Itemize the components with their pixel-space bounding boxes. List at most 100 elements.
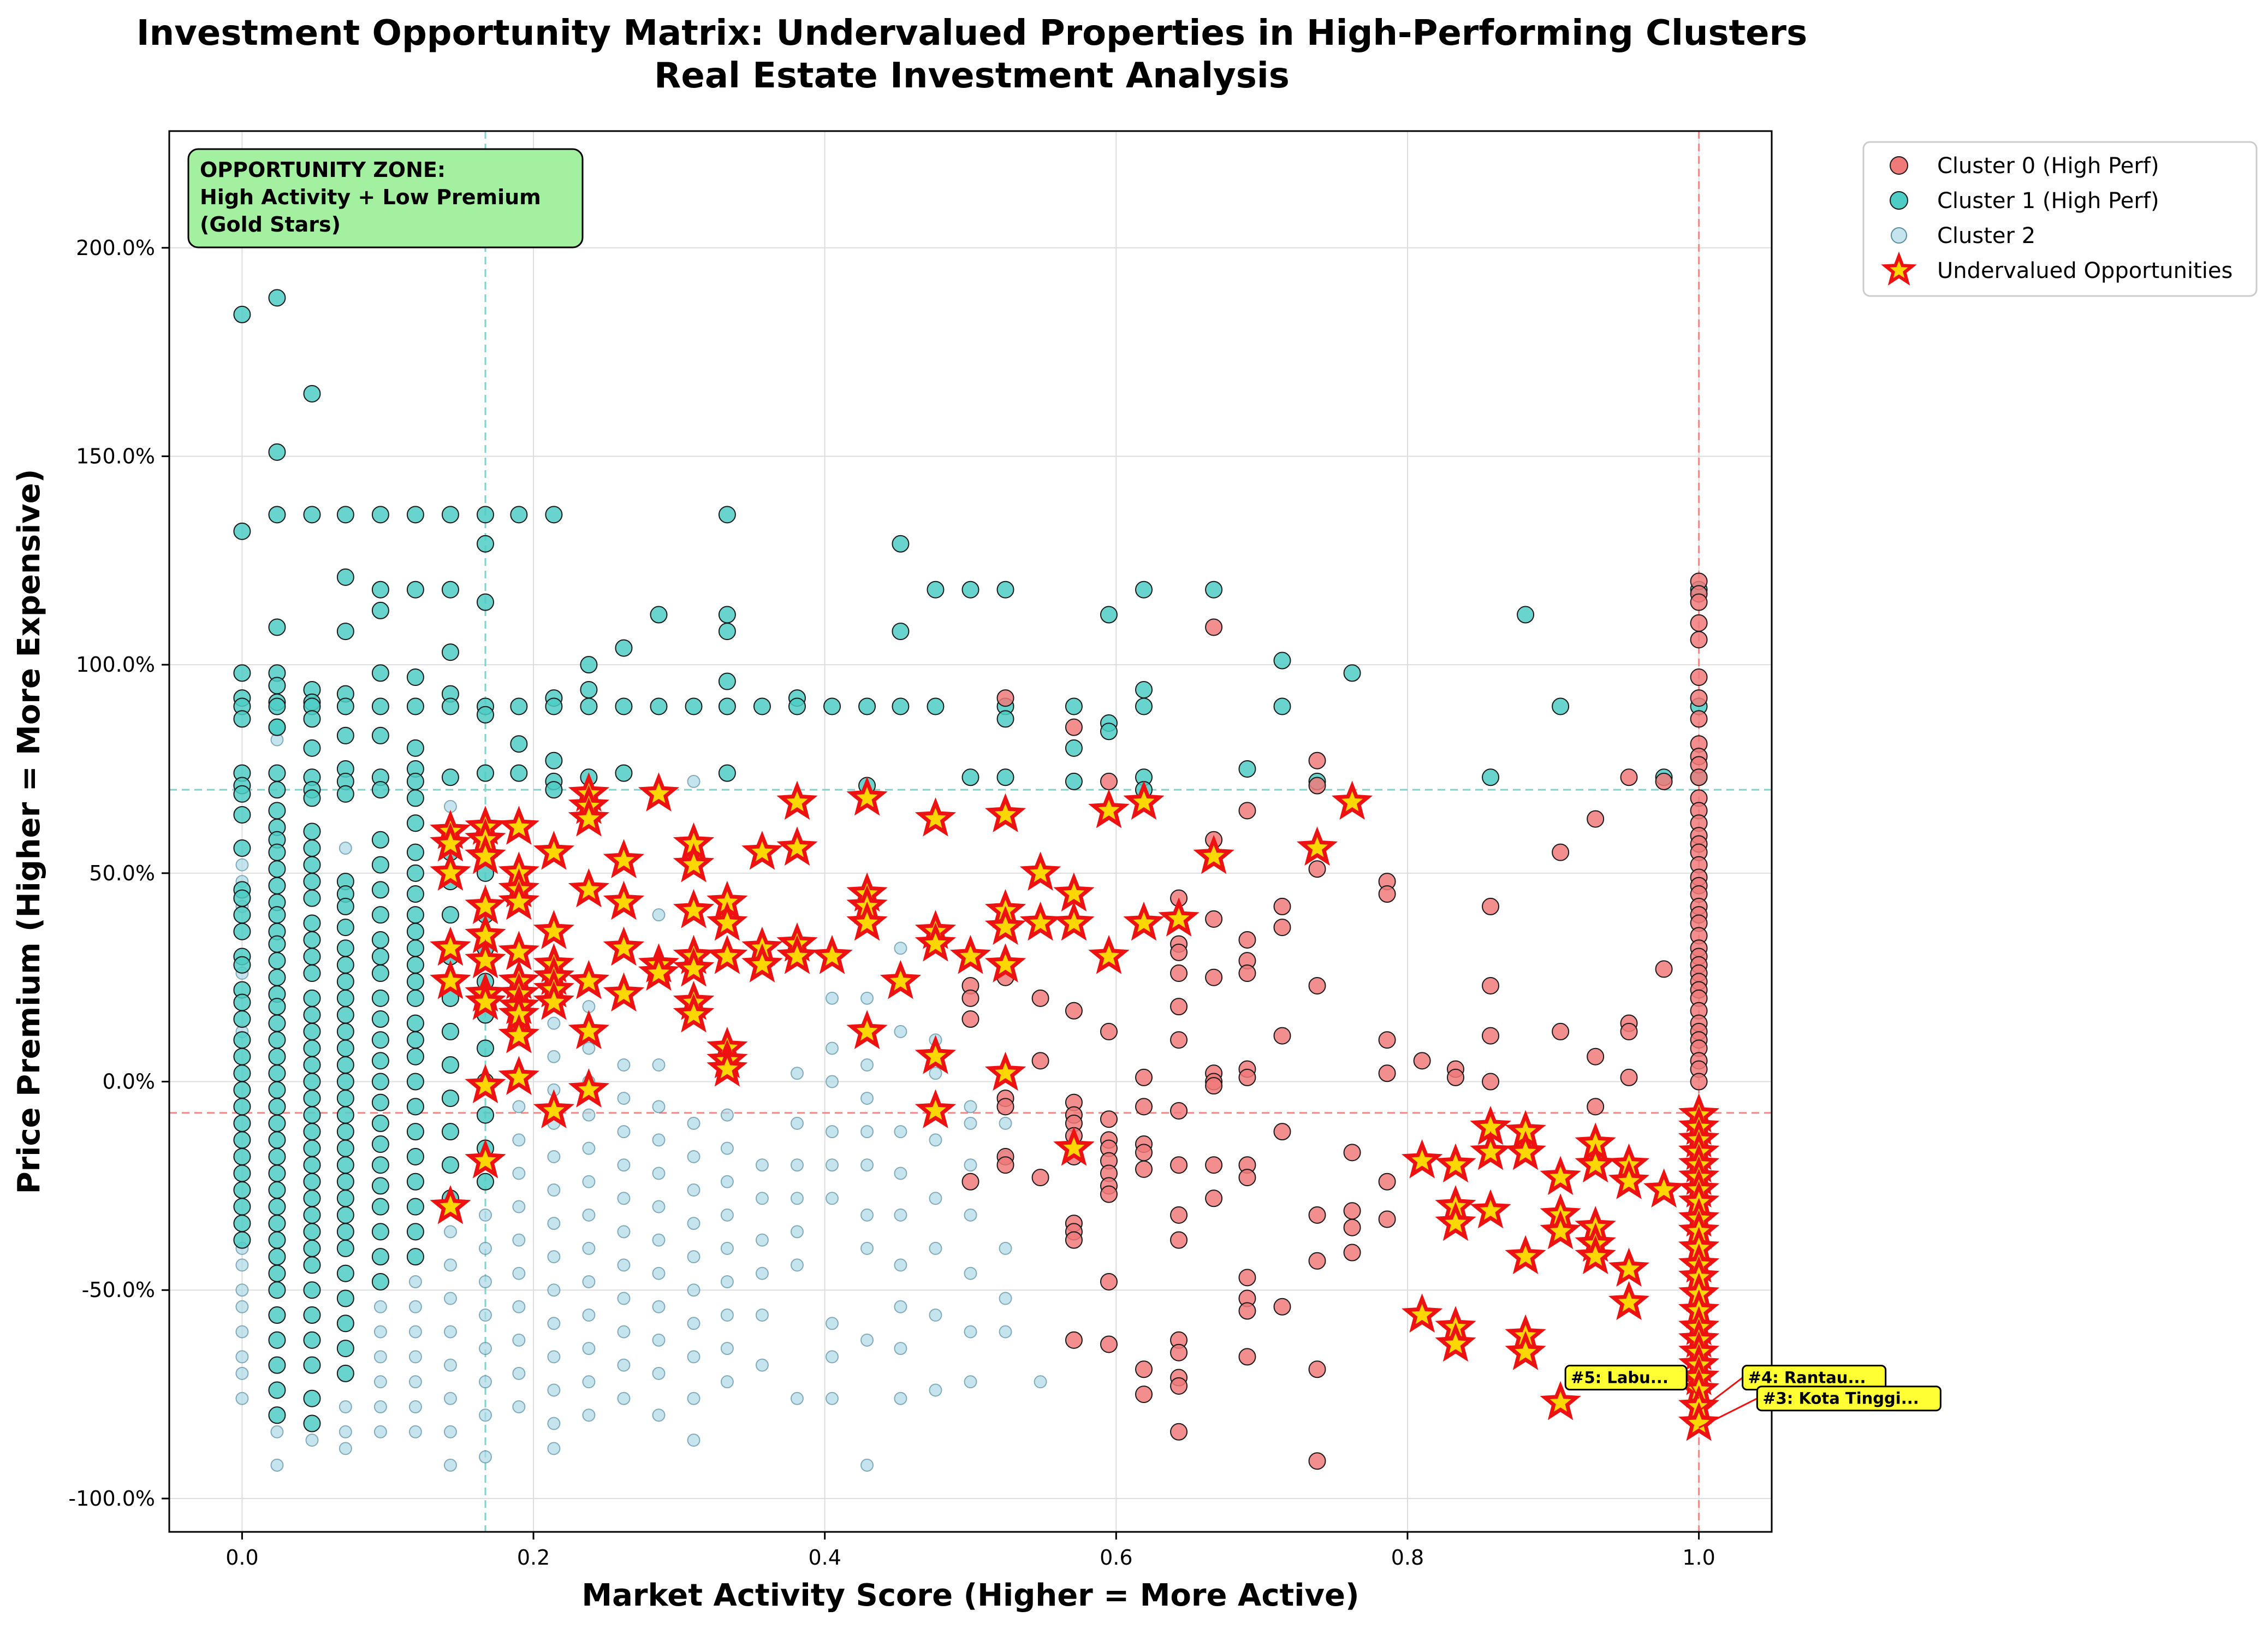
cluster-1-point bbox=[268, 1114, 286, 1132]
cluster-0-point bbox=[1308, 1452, 1326, 1470]
cluster-1-point bbox=[336, 1289, 354, 1307]
cluster-2-point bbox=[720, 1208, 734, 1222]
opportunity-star-point bbox=[776, 826, 818, 866]
cluster-0-point bbox=[1413, 1052, 1431, 1070]
cluster-1-point bbox=[303, 1006, 321, 1024]
cluster-2-point bbox=[339, 1425, 352, 1438]
cluster-0-point bbox=[1238, 1348, 1256, 1366]
cluster-1-point bbox=[371, 964, 389, 982]
cluster-1-point bbox=[1517, 606, 1535, 624]
cluster-1-point bbox=[371, 1073, 389, 1091]
opportunity-star-point bbox=[1505, 1331, 1546, 1370]
opportunity-star-point bbox=[1193, 834, 1234, 874]
plot-area-points bbox=[233, 289, 1720, 1472]
cluster-1-point bbox=[268, 1215, 286, 1233]
cluster-2-point bbox=[235, 1392, 249, 1405]
cluster-1-point bbox=[1135, 697, 1153, 715]
opportunity-star-point bbox=[1019, 901, 1061, 941]
cluster-1-point bbox=[476, 1039, 494, 1057]
cluster-1-point bbox=[788, 697, 806, 715]
cluster-1-point bbox=[406, 739, 424, 757]
cluster-0-point bbox=[1482, 897, 1500, 915]
cluster-1-point bbox=[476, 706, 494, 724]
cluster-1-point bbox=[406, 789, 424, 807]
cluster-1-point bbox=[927, 581, 945, 599]
cluster-2-point bbox=[617, 1125, 631, 1139]
cluster-1-point bbox=[233, 1114, 251, 1132]
cluster-1-point bbox=[336, 1223, 354, 1241]
cluster-1-point bbox=[371, 781, 389, 799]
cluster-1-point bbox=[336, 897, 354, 915]
cluster-1-point bbox=[268, 1081, 286, 1099]
cluster-1-point bbox=[233, 785, 251, 803]
opportunity-star-point bbox=[430, 926, 471, 966]
cluster-1-point bbox=[303, 948, 321, 966]
cluster-2-point bbox=[617, 1292, 631, 1305]
opportunity-star-point bbox=[1575, 1143, 1616, 1183]
cluster-2-point bbox=[547, 1317, 561, 1330]
legend[interactable]: Cluster 0 (High Perf) Cluster 1 (High Per… bbox=[1862, 141, 2258, 297]
series-2 bbox=[235, 733, 1047, 1472]
cluster-1-point bbox=[371, 1093, 389, 1111]
cluster-1-point bbox=[303, 1223, 321, 1241]
annotation-box bbox=[1564, 1365, 1688, 1391]
cluster-0-point bbox=[961, 1010, 979, 1028]
cluster-1-point bbox=[406, 814, 424, 832]
cluster-1-point bbox=[441, 1156, 459, 1174]
annotation-label: #4: Rantau... bbox=[1748, 1369, 1866, 1387]
cluster-1-point bbox=[233, 1131, 251, 1149]
cluster-1-point bbox=[233, 1198, 251, 1216]
cluster-1-point bbox=[336, 1189, 354, 1207]
cluster-2-point bbox=[408, 1300, 422, 1313]
opportunity-star-point bbox=[1158, 897, 1200, 937]
cluster-1-point bbox=[650, 606, 668, 624]
cluster-1-point bbox=[510, 697, 528, 715]
cluster-1-point bbox=[303, 1189, 321, 1207]
cluster-1-point bbox=[371, 1177, 389, 1195]
cluster-1-point bbox=[268, 1381, 286, 1399]
cluster-1-point bbox=[303, 914, 321, 932]
cluster-2-point bbox=[617, 1225, 631, 1239]
y-tick-label: 150.0% bbox=[76, 444, 155, 468]
annotation-arrow bbox=[1698, 1377, 1743, 1412]
cluster-1-point bbox=[441, 1022, 459, 1040]
cluster-1-point bbox=[233, 922, 251, 940]
opportunity-star-point bbox=[1608, 1160, 1650, 1199]
cluster-1-point bbox=[303, 384, 321, 402]
cluster-2-point bbox=[999, 1325, 1012, 1339]
cluster-1-point bbox=[996, 710, 1014, 728]
cluster-1-point bbox=[371, 1248, 389, 1266]
cluster-1-point bbox=[510, 506, 528, 524]
opportunity-star-point bbox=[568, 868, 610, 908]
cluster-2-point bbox=[512, 1100, 526, 1114]
cluster-2-point bbox=[478, 1342, 492, 1355]
cluster-2-point bbox=[652, 1167, 666, 1180]
cluster-1-point bbox=[336, 568, 354, 586]
cluster-1-point bbox=[268, 1147, 286, 1165]
cluster-2-point bbox=[652, 1333, 666, 1347]
cluster-1-point bbox=[268, 1231, 286, 1249]
cluster-2-point bbox=[687, 1250, 700, 1264]
opportunity-zone-box-frame bbox=[187, 148, 584, 248]
cluster-1-point bbox=[1065, 772, 1083, 790]
opportunity-star-point bbox=[498, 931, 540, 970]
annotation-box bbox=[1756, 1386, 1942, 1412]
series-1 bbox=[233, 289, 1708, 1432]
cluster-2-point bbox=[582, 1309, 596, 1322]
opportunity-star-point bbox=[1540, 1381, 1581, 1420]
cluster-2-point bbox=[790, 1392, 804, 1405]
cluster-2-point bbox=[617, 1258, 631, 1272]
opportunity-star-point bbox=[638, 951, 680, 991]
cluster-0-point bbox=[1205, 618, 1223, 636]
cluster-2-point bbox=[373, 1425, 387, 1438]
cluster-2-point bbox=[687, 1350, 700, 1364]
legend-label: Cluster 1 (High Perf) bbox=[1937, 188, 2159, 214]
cluster-2-point bbox=[652, 908, 666, 922]
opportunity-star-point bbox=[533, 910, 575, 949]
opportunity-star-point bbox=[846, 1010, 888, 1049]
cluster-0-point bbox=[1205, 968, 1223, 986]
cluster-0-point bbox=[1031, 989, 1049, 1007]
cluster-2-point bbox=[964, 1208, 977, 1222]
cluster-1-point bbox=[303, 889, 321, 907]
cluster-1-point bbox=[303, 1281, 321, 1299]
